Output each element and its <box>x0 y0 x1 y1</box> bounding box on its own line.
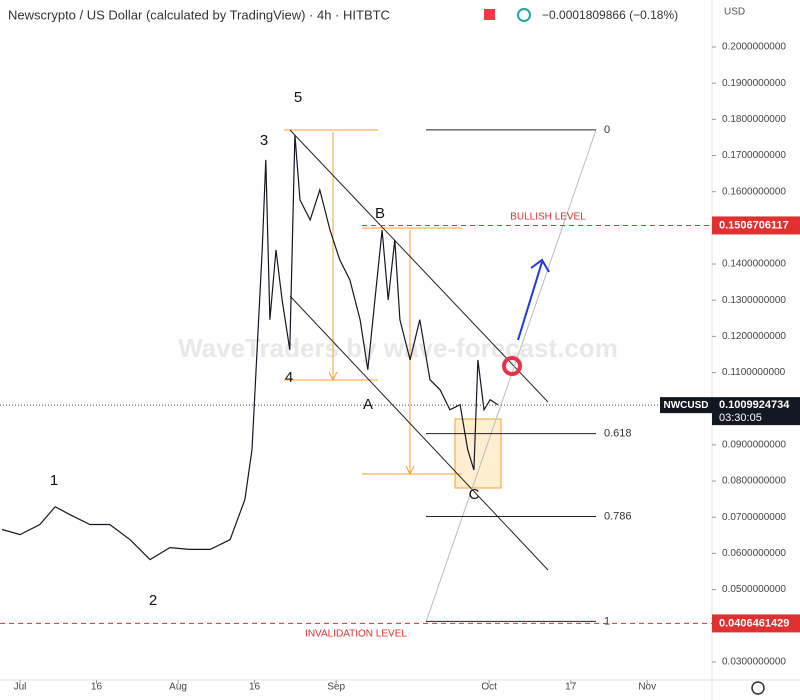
last-price-tag <box>712 397 800 426</box>
arrow-head <box>530 258 550 273</box>
y-tick-label: 0.1600000000 <box>722 186 786 197</box>
drawing-line <box>425 129 597 623</box>
price-change: −0.0001809866 (−0.18%) <box>542 8 678 22</box>
y-tick-label: 0.1800000000 <box>722 114 786 125</box>
y-tick-label: 0.2000000000 <box>722 42 786 53</box>
price-line <box>1 134 499 561</box>
y-tick-label: 0.1300000000 <box>722 295 786 306</box>
y-tick-label: 0.0500000000 <box>722 584 786 595</box>
last-price-label: 0.1009924734 <box>719 399 790 411</box>
wave-label: B <box>375 205 385 222</box>
x-tick-label: Oct <box>481 682 497 693</box>
price-tag <box>712 216 800 235</box>
fib-label: 1 <box>604 615 610 627</box>
x-tick-label: 16 <box>249 682 261 693</box>
wave-label: 4 <box>285 369 293 386</box>
y-tick-label: 0.0800000000 <box>722 476 786 487</box>
flag-icon[interactable] <box>484 9 495 20</box>
price-tag-label: 0.0406461429 <box>719 617 789 629</box>
x-tick-label: Nov <box>638 682 656 693</box>
y-tick-label: 0.1100000000 <box>722 367 786 378</box>
drawing-line <box>289 129 549 403</box>
wave-label: 2 <box>149 592 157 609</box>
arrow-head <box>328 371 338 382</box>
breakout-circle <box>502 356 522 376</box>
drawing-line <box>289 295 549 571</box>
y-tick-label: 0.0700000000 <box>722 512 786 523</box>
symbol-tag <box>660 397 712 414</box>
x-tick-label: 16 <box>91 682 103 693</box>
arrow-head <box>405 465 415 476</box>
y-tick-label: 0.0300000000 <box>722 657 786 668</box>
currency: USD <box>724 7 745 18</box>
chart-title: Newscrypto / US Dollar (calculated by Tr… <box>8 7 390 22</box>
settings-icon[interactable] <box>751 681 765 695</box>
y-tick-label: 0.1400000000 <box>722 259 786 270</box>
x-tick-label: Jul <box>14 682 27 693</box>
y-tick-label: 0.0900000000 <box>722 440 786 451</box>
level-name: BULLISH LEVEL <box>510 212 586 223</box>
fib-label: 0 <box>604 124 610 136</box>
y-tick-label: 0.1200000000 <box>722 331 786 342</box>
fib-label: 0.786 <box>604 510 632 522</box>
drawings <box>284 129 597 623</box>
y-tick-label: 0.1900000000 <box>722 78 786 89</box>
countdown: 03:30:05 <box>719 412 762 424</box>
wave-label: 3 <box>260 132 268 149</box>
level-name: INVALIDATION LEVEL <box>305 629 407 640</box>
price-tag-label: 0.1506706117 <box>719 219 789 231</box>
y-tick-label: 0.0600000000 <box>722 548 786 559</box>
wave-label: 1 <box>50 472 58 489</box>
drawing-line <box>517 261 543 341</box>
wave-label: A <box>363 396 373 413</box>
fib-label: 0.618 <box>604 428 632 440</box>
watermark: WaveTraders by wave-forecast.com <box>178 333 618 363</box>
x-tick-label: 17 <box>565 682 577 693</box>
symbol-tag-label: NWCUSD <box>664 400 709 411</box>
target-box <box>454 418 502 489</box>
x-tick-label: Aug <box>169 682 187 693</box>
wave-label: 5 <box>294 89 302 106</box>
x-tick-label: Sep <box>327 682 345 693</box>
wave-label: C <box>469 486 480 503</box>
price-tag <box>712 614 800 633</box>
y-tick-label: 0.1700000000 <box>722 150 786 161</box>
status-icon[interactable] <box>517 8 531 22</box>
